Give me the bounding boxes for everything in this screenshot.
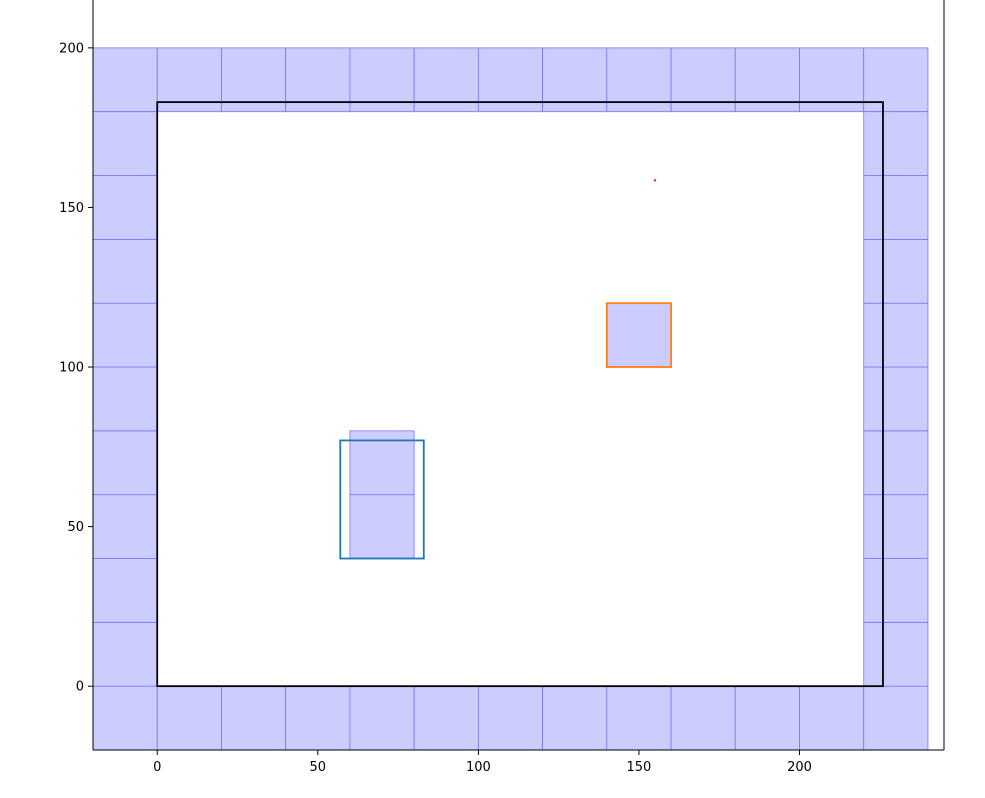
y-tick-label: 100: [59, 361, 84, 376]
grid-cell: [863, 430, 929, 496]
grid-cell: [606, 47, 672, 113]
grid-cell: [93, 430, 158, 496]
grid-cell: [349, 685, 415, 750]
grid-cell: [93, 111, 158, 176]
grid-cell: [734, 685, 800, 750]
outlined-rectangle: [339, 439, 425, 560]
grid-cell: [799, 47, 865, 113]
x-tick-label: 100: [466, 760, 491, 775]
grid-cell: [93, 494, 158, 559]
data-points: [653, 179, 657, 182]
grid-cell: [93, 238, 158, 304]
grid-cell: [156, 47, 222, 113]
x-tick-label: 50: [310, 760, 327, 775]
grid-cell: [285, 47, 351, 113]
grid-cell: [670, 685, 736, 750]
grid-cell: [606, 302, 672, 368]
grid-cell: [413, 685, 479, 750]
grid-cell: [156, 685, 222, 750]
y-tick-label: 200: [59, 41, 84, 56]
grid-cell: [221, 685, 287, 750]
grid-cell: [93, 621, 158, 687]
grid-cell: [93, 302, 158, 368]
grid-cell: [93, 175, 158, 240]
tick-marks: 0 50 100 150 200 0 50 100 150 200: [59, 41, 812, 775]
grid-cell: [863, 302, 929, 368]
grid-cell: [93, 558, 158, 623]
grid-cell: [221, 47, 287, 113]
grid-cell: [863, 558, 929, 623]
grid-cell: [863, 621, 929, 687]
grid-cell: [349, 47, 415, 113]
grid-cell: [863, 366, 929, 432]
x-tick-label: 150: [627, 760, 652, 775]
grid-cell: [863, 175, 929, 240]
y-tick-label: 50: [67, 520, 84, 535]
axes: [92, 0, 945, 751]
boundary-rectangle: [156, 101, 884, 688]
grid-cell: [670, 47, 736, 113]
grid-cell: [606, 685, 672, 750]
y-tick-label: 150: [59, 201, 84, 216]
grid-cell: [863, 685, 929, 750]
grid-cell: [93, 47, 158, 113]
grid-cell: [93, 366, 158, 432]
y-tick-label: 0: [76, 680, 84, 695]
x-tick-label: 0: [153, 760, 161, 775]
grid-cell: [477, 685, 543, 750]
grid-cell: [93, 685, 158, 750]
grid-cell: [542, 47, 608, 113]
grid-cell: [413, 47, 479, 113]
grid-cell: [863, 494, 929, 559]
outlined-rectangles: [156, 101, 884, 688]
data-point: [653, 179, 657, 182]
grid-cell: [863, 238, 929, 304]
x-tick-label: 200: [787, 760, 812, 775]
grid-cell: [542, 685, 608, 750]
grid-cell: [863, 111, 929, 176]
grid-cell: [863, 47, 929, 113]
outlined-rectangle: [605, 302, 672, 368]
grid-cell: [734, 47, 800, 113]
grid-cell: [799, 685, 865, 750]
grid-cell: [285, 685, 351, 750]
grid-cell: [349, 494, 415, 559]
grid-cell: [349, 430, 415, 496]
grid-cell: [477, 47, 543, 113]
